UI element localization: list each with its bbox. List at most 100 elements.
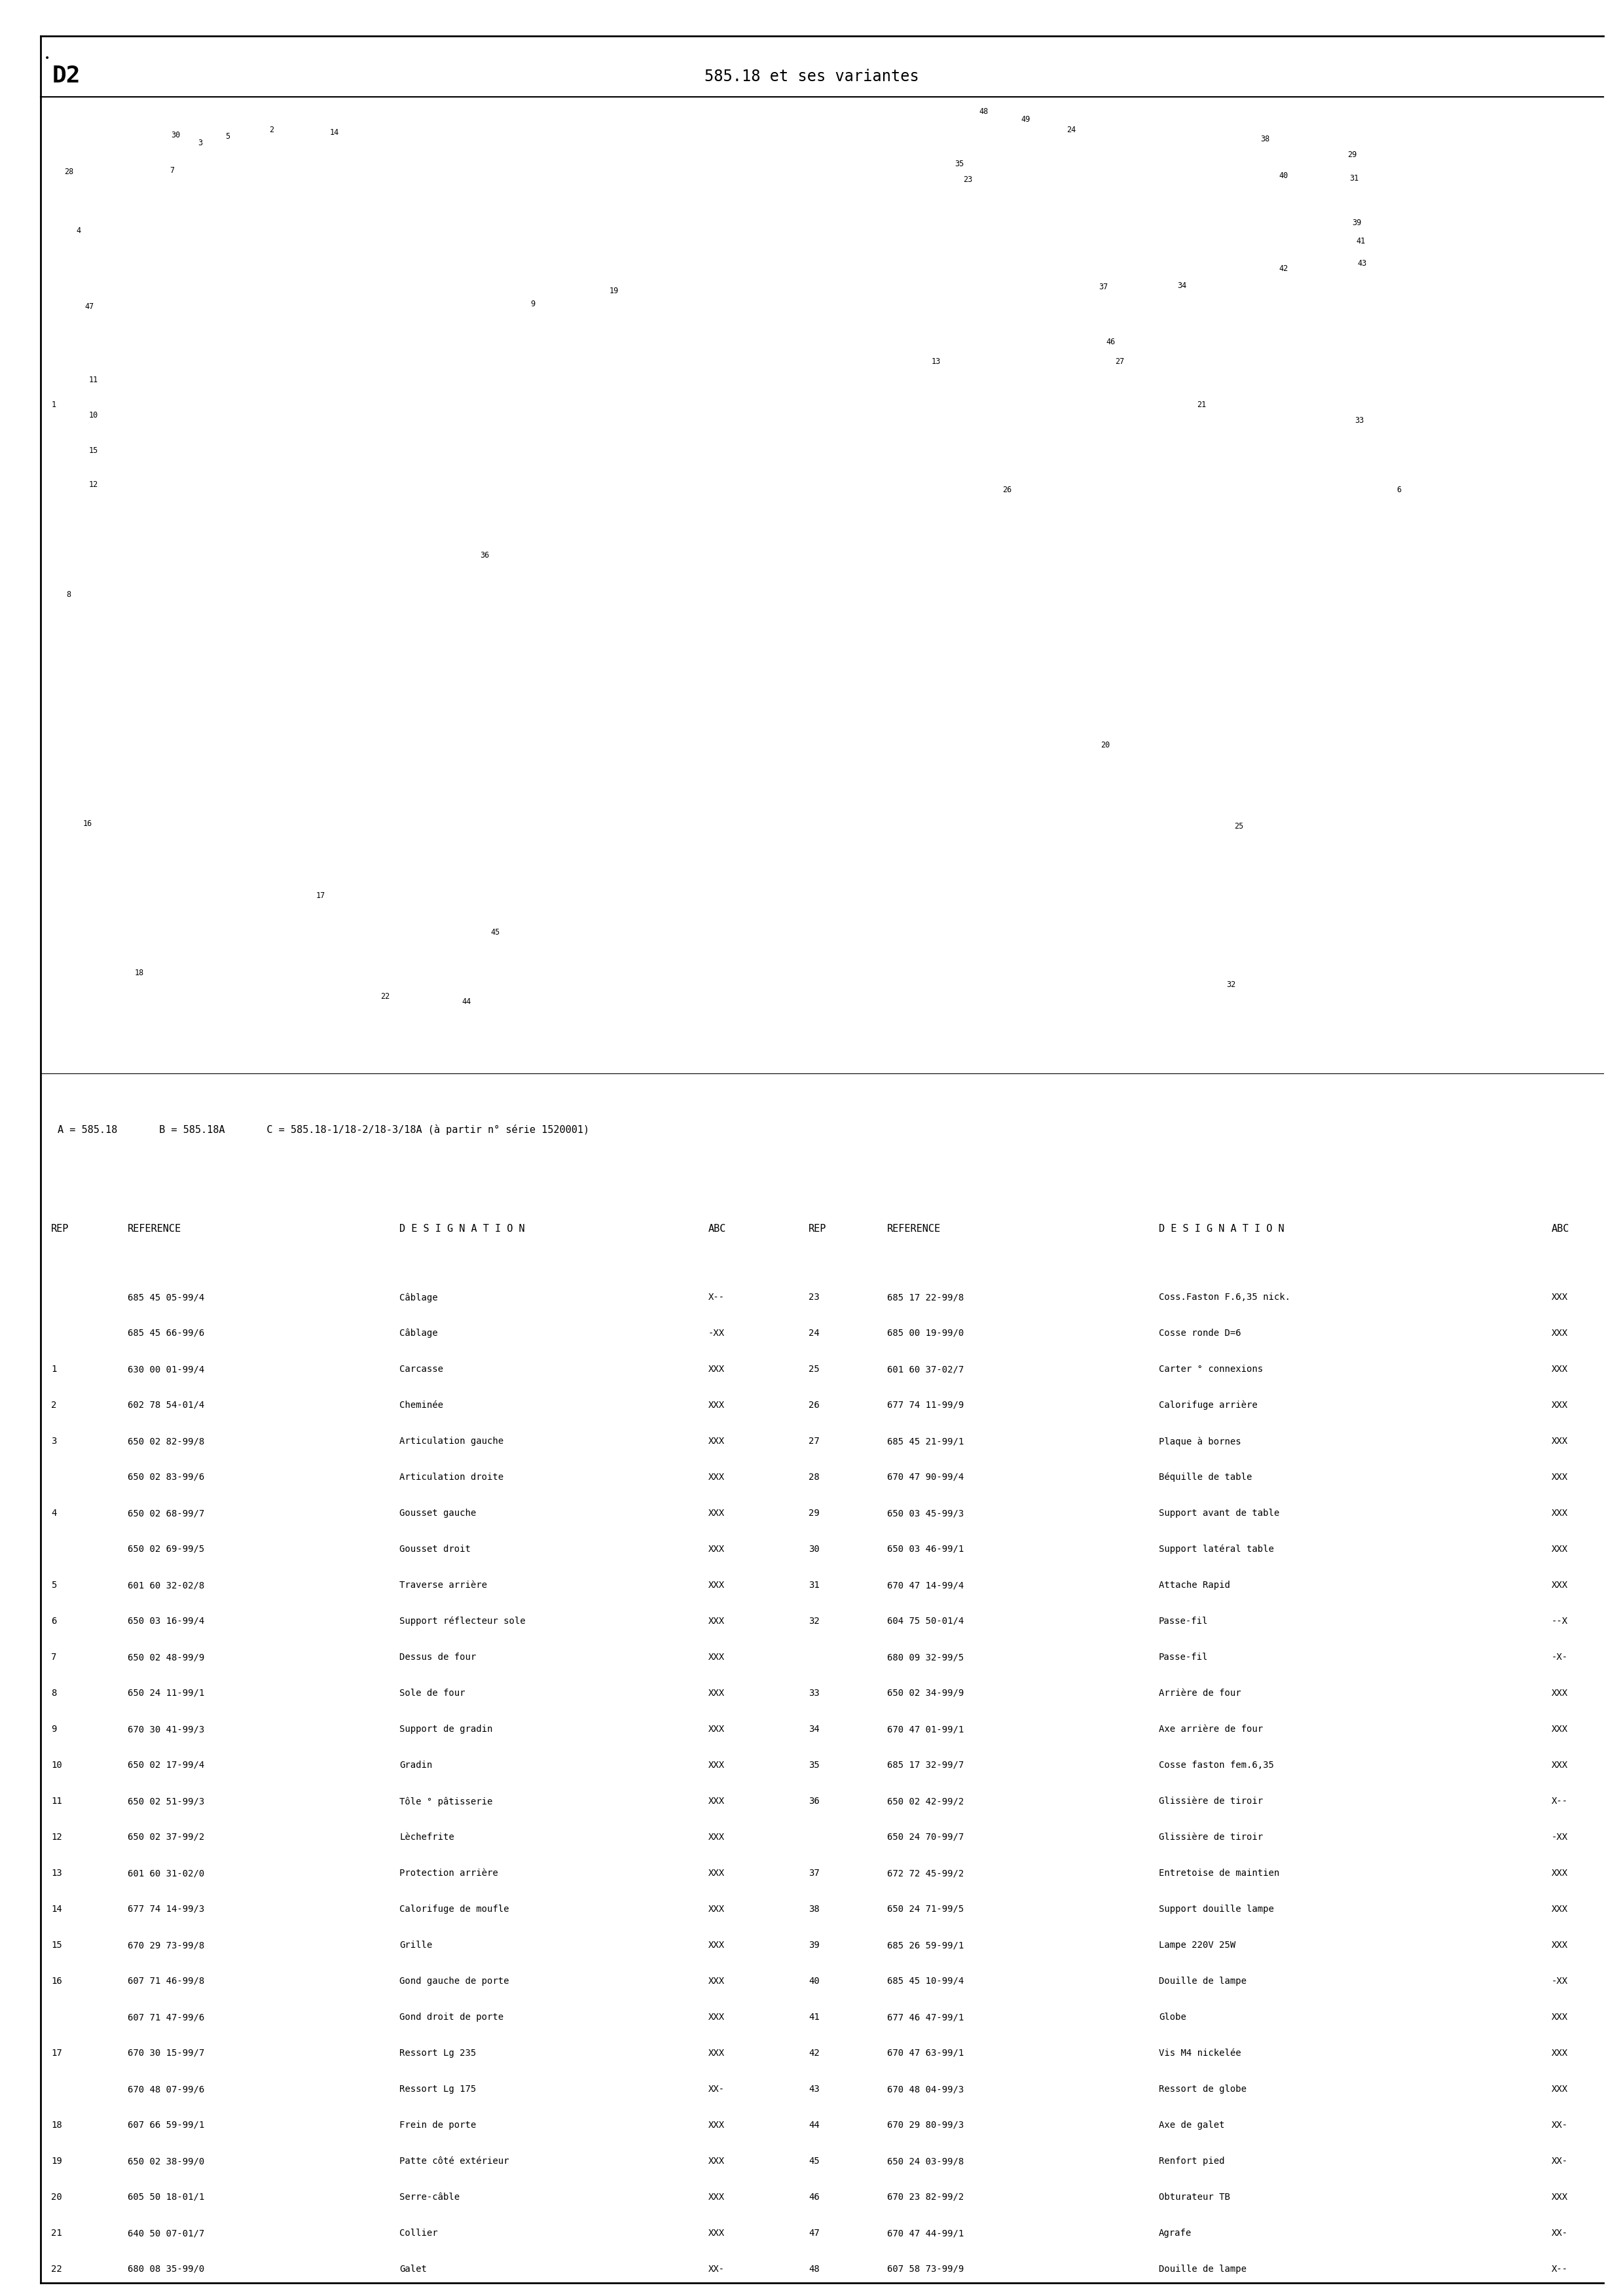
Text: 44: 44	[808, 2122, 820, 2131]
Text: 650 24 03-99/8: 650 24 03-99/8	[888, 2156, 964, 2165]
Text: 37: 37	[808, 1869, 820, 1878]
Text: 6: 6	[1397, 484, 1401, 494]
Text: 33: 33	[1355, 416, 1363, 425]
Text: 41: 41	[808, 2014, 820, 2023]
Text: 650 24 11-99/1: 650 24 11-99/1	[128, 1688, 204, 1697]
Text: 34: 34	[1177, 280, 1186, 289]
Text: 677 74 11-99/9: 677 74 11-99/9	[888, 1401, 964, 1410]
Text: 30: 30	[808, 1545, 820, 1554]
Text: XXX: XXX	[708, 2122, 725, 2131]
Text: 34: 34	[808, 1724, 820, 1733]
Text: 42: 42	[808, 2048, 820, 2057]
Text: 12: 12	[50, 1832, 62, 1841]
Text: REFERENCE: REFERENCE	[888, 1224, 941, 1233]
Text: 26: 26	[808, 1401, 820, 1410]
Text: Support avant de table: Support avant de table	[1159, 1508, 1279, 1518]
Text: 24: 24	[808, 1329, 820, 1339]
Text: Serre-câble: Serre-câble	[399, 2193, 459, 2202]
Text: 37: 37	[1099, 282, 1109, 292]
Text: 26: 26	[1003, 484, 1011, 494]
Text: 670 30 15-99/7: 670 30 15-99/7	[128, 2048, 204, 2057]
Text: 6: 6	[50, 1616, 57, 1626]
Text: 604 75 50-01/4: 604 75 50-01/4	[888, 1616, 964, 1626]
Text: 670 29 80-99/3: 670 29 80-99/3	[888, 2122, 964, 2131]
Text: 16: 16	[50, 1977, 62, 1986]
Text: 39: 39	[808, 1940, 820, 1949]
Text: 2: 2	[50, 1401, 57, 1410]
Text: X--: X--	[1552, 2264, 1568, 2273]
Text: XXX: XXX	[708, 2014, 725, 2023]
Text: 685 00 19-99/0: 685 00 19-99/0	[888, 1329, 964, 1339]
Text: Collier: Collier	[399, 2229, 438, 2239]
Text: Articulation gauche: Articulation gauche	[399, 1437, 503, 1446]
Text: 650 02 82-99/8: 650 02 82-99/8	[128, 1437, 204, 1446]
Text: 41: 41	[1357, 236, 1367, 246]
Text: 670 48 04-99/3: 670 48 04-99/3	[888, 2085, 964, 2094]
Text: -XX: -XX	[1552, 1977, 1568, 1986]
Text: XX-: XX-	[1552, 2156, 1568, 2165]
Text: XXX: XXX	[708, 1688, 725, 1697]
Text: 43: 43	[1357, 259, 1367, 269]
Text: Tôle ° pâtisserie: Tôle ° pâtisserie	[399, 1795, 492, 1807]
Text: XXX: XXX	[1552, 1761, 1568, 1770]
Text: Lampe 220V 25W: Lampe 220V 25W	[1159, 1940, 1235, 1949]
Text: Support latéral table: Support latéral table	[1159, 1545, 1274, 1554]
Text: 685 45 21-99/1: 685 45 21-99/1	[888, 1437, 964, 1446]
Text: 13: 13	[932, 358, 941, 365]
Text: 601 60 31-02/0: 601 60 31-02/0	[128, 1869, 204, 1878]
Text: Câblage: Câblage	[399, 1293, 438, 1302]
Text: 677 74 14-99/3: 677 74 14-99/3	[128, 1906, 204, 1915]
Text: 670 47 44-99/1: 670 47 44-99/1	[888, 2229, 964, 2239]
Text: 22: 22	[380, 992, 390, 1001]
Text: XX-: XX-	[708, 2085, 725, 2094]
Text: XXX: XXX	[1552, 1545, 1568, 1554]
Text: 18: 18	[50, 2122, 62, 2131]
Text: 47: 47	[808, 2229, 820, 2239]
Text: XXX: XXX	[1552, 1364, 1568, 1373]
Text: ABC: ABC	[708, 1224, 727, 1233]
Text: 12: 12	[89, 480, 99, 489]
Text: XXX: XXX	[1552, 2048, 1568, 2057]
Text: 9: 9	[50, 1724, 57, 1733]
Text: XXX: XXX	[1552, 1472, 1568, 1481]
Text: Arrière de four: Arrière de four	[1159, 1688, 1242, 1697]
Text: Entretoise de maintien: Entretoise de maintien	[1159, 1869, 1279, 1878]
Text: XXX: XXX	[1552, 1329, 1568, 1339]
Text: 670 47 01-99/1: 670 47 01-99/1	[888, 1724, 964, 1733]
Text: 685 45 66-99/6: 685 45 66-99/6	[128, 1329, 204, 1339]
Text: Support réflecteur sole: Support réflecteur sole	[399, 1616, 526, 1626]
Text: Passe-fil: Passe-fil	[1159, 1616, 1208, 1626]
Text: XXX: XXX	[1552, 2193, 1568, 2202]
Text: 1: 1	[52, 400, 57, 409]
Text: 24: 24	[1066, 126, 1076, 135]
Text: 17: 17	[316, 891, 326, 900]
Text: Obturateur TB: Obturateur TB	[1159, 2193, 1230, 2202]
Text: 13: 13	[50, 1869, 62, 1878]
Text: 21: 21	[50, 2229, 62, 2239]
Text: 48: 48	[808, 2264, 820, 2273]
Text: Patte côté extérieur: Patte côté extérieur	[399, 2156, 510, 2165]
Text: 27: 27	[1115, 358, 1125, 365]
Text: 650 02 69-99/5: 650 02 69-99/5	[128, 1545, 204, 1554]
Text: 19: 19	[50, 2156, 62, 2165]
Text: 25: 25	[808, 1364, 820, 1373]
Text: Calorifuge arrière: Calorifuge arrière	[1159, 1401, 1258, 1410]
Text: Sole de four: Sole de four	[399, 1688, 466, 1697]
Text: XXX: XXX	[1552, 1724, 1568, 1733]
Text: 670 30 41-99/3: 670 30 41-99/3	[128, 1724, 204, 1733]
Text: Protection arrière: Protection arrière	[399, 1869, 498, 1878]
Text: 4: 4	[76, 225, 81, 234]
Text: 31: 31	[1349, 174, 1358, 181]
Text: Attache Rapid: Attache Rapid	[1159, 1580, 1230, 1589]
Text: 15: 15	[50, 1940, 62, 1949]
Text: XXX: XXX	[708, 1437, 725, 1446]
Text: 45: 45	[808, 2156, 820, 2165]
Text: Dessus de four: Dessus de four	[399, 1653, 476, 1662]
Text: XXX: XXX	[708, 1472, 725, 1481]
Text: XXX: XXX	[708, 1832, 725, 1841]
Text: -XX: -XX	[708, 1329, 725, 1339]
Text: 28: 28	[808, 1472, 820, 1481]
Text: XXX: XXX	[708, 2156, 725, 2165]
Text: 39: 39	[1352, 218, 1362, 227]
Text: XXX: XXX	[1552, 1293, 1568, 1302]
